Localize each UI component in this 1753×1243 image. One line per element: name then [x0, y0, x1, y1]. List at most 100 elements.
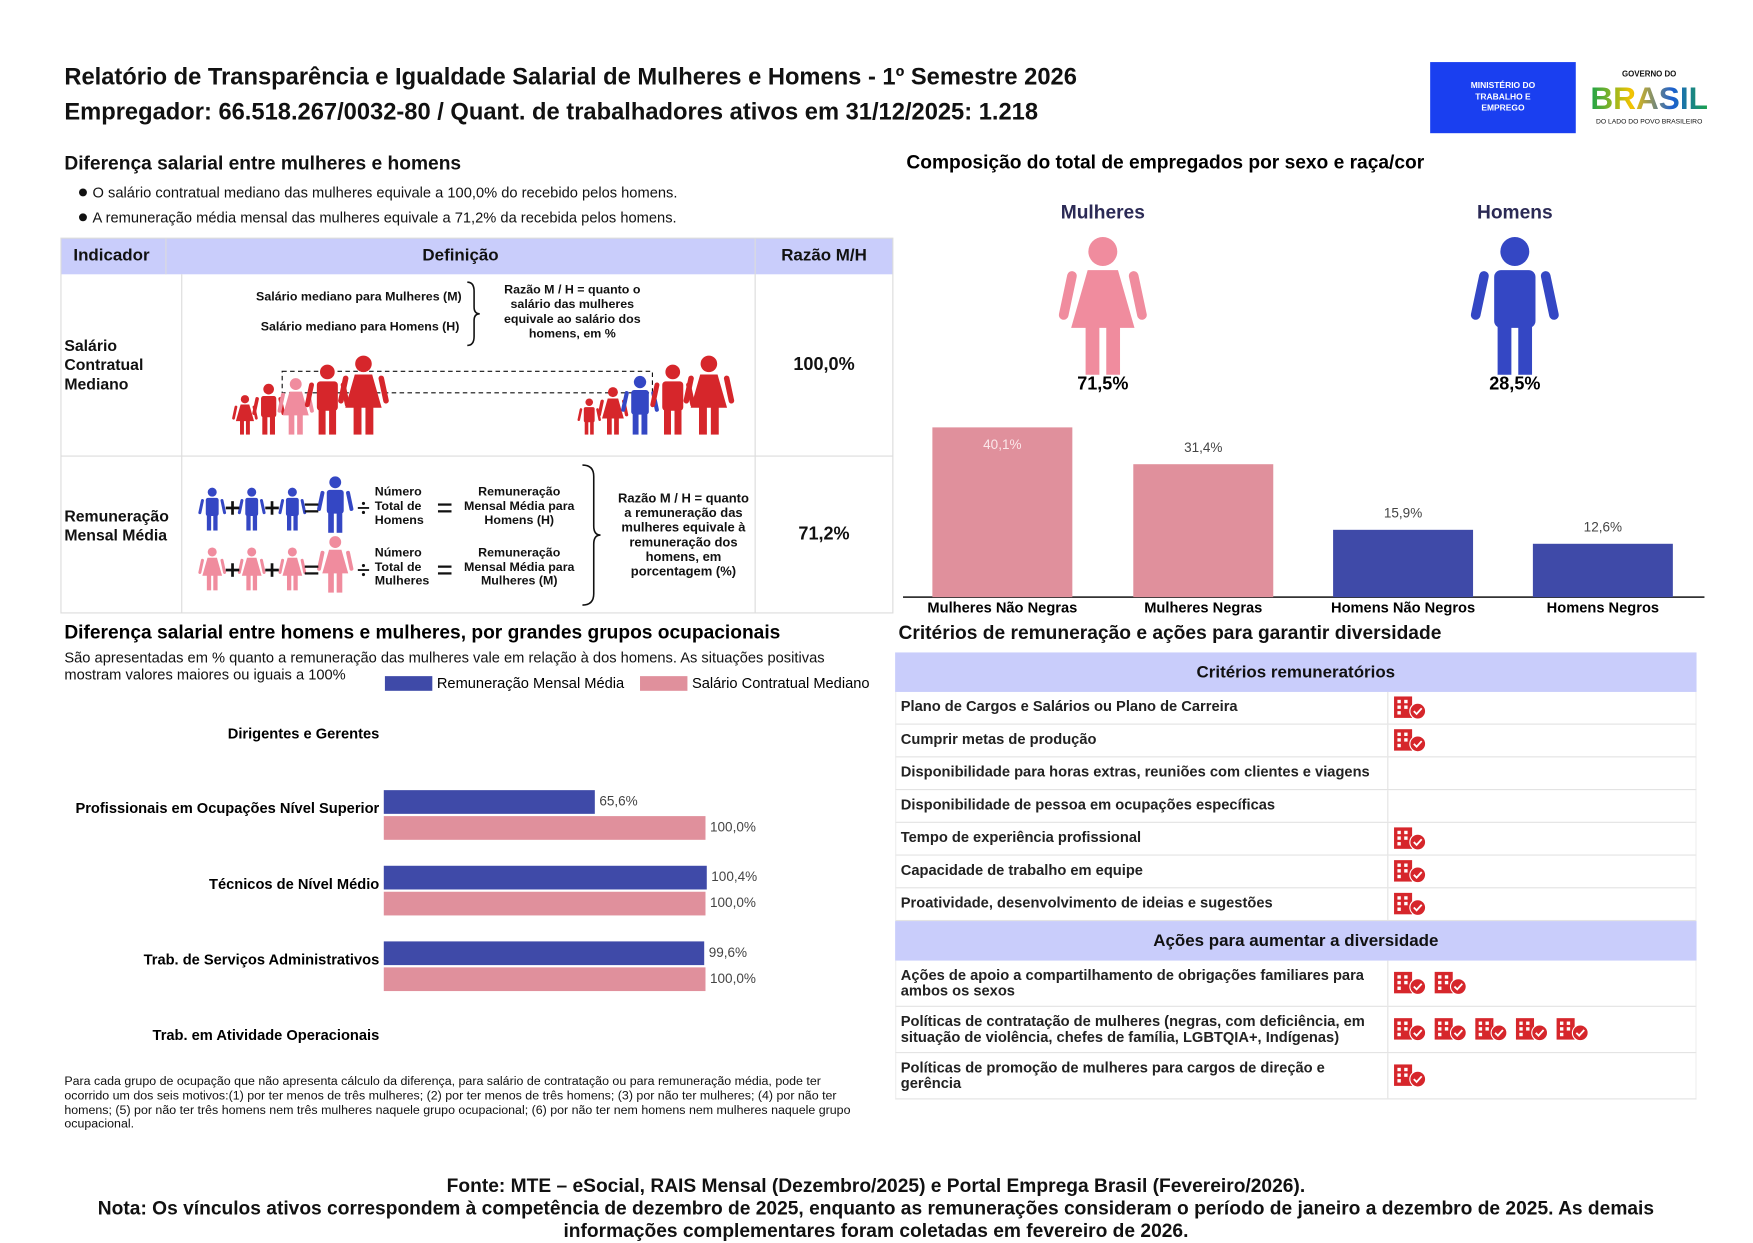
bar — [383, 891, 706, 916]
icon-check — [1413, 1029, 1423, 1037]
person-leg — [288, 414, 295, 435]
footer-source: Fonte: MTE – eSocial, RAIS Mensal (Dezem… — [446, 1175, 1306, 1197]
icon-building — [1394, 892, 1413, 915]
criteria-row: Cumprir metas de produção — [895, 724, 1697, 758]
criteria-row: Disponibilidade para horas extras, reuni… — [895, 757, 1697, 791]
person-leg — [353, 406, 362, 435]
person-leg — [1497, 326, 1512, 375]
definition-text: Número Total de Mulheres — [374, 546, 430, 589]
icon-check-bg — [1531, 1024, 1549, 1042]
icon-check — [1413, 983, 1423, 991]
icon-check — [1413, 740, 1423, 748]
person-leg — [246, 514, 251, 531]
person-arm — [237, 498, 244, 515]
criteria-icons — [1388, 757, 1695, 789]
icon-check-bg — [1490, 1024, 1508, 1042]
person-leg — [336, 572, 343, 593]
icon-window — [1397, 842, 1401, 846]
report-subtitle: Empregador: 66.518.267/0032-80 / Quant. … — [64, 99, 1039, 126]
person-arm — [259, 498, 266, 515]
op-divide — [361, 572, 366, 577]
report-title: Relatório de Transparência e Igualdade S… — [64, 64, 1077, 91]
person-arm — [577, 408, 583, 421]
person-arm — [220, 558, 227, 574]
icon-check — [1413, 707, 1423, 716]
gov-logo-name: BRASIL — [1590, 80, 1708, 116]
icon-window — [1397, 975, 1401, 979]
person-body — [282, 391, 309, 416]
icon-building — [1434, 1018, 1453, 1040]
icon-check — [1575, 1029, 1585, 1037]
icon-window — [1404, 901, 1408, 906]
op-divide — [361, 501, 366, 506]
definition-text: Número Total de Homens — [374, 485, 424, 528]
x-tick-label: Homens Não Negros — [1331, 600, 1475, 616]
bar-value-label: 100,0% — [710, 820, 756, 835]
person-head — [287, 547, 297, 557]
icon-window — [1519, 1032, 1523, 1037]
person-head — [319, 364, 335, 380]
person-head — [329, 476, 342, 489]
person-head — [207, 547, 217, 557]
criteria-label: Tempo de experiência profissional — [896, 822, 1389, 855]
icon-window — [1404, 732, 1408, 736]
gov-logo-top: GOVERNO DO — [1622, 70, 1676, 79]
criteria-label: Cumprir metas de produção — [896, 724, 1389, 757]
icon-window — [1397, 732, 1401, 736]
person-arm — [621, 391, 629, 412]
person-arm — [278, 558, 285, 574]
ratio-definition: Razão M / H = quanto o salário das mulhe… — [503, 283, 641, 341]
gender-value-label: 71,5% — [1077, 374, 1128, 394]
bar — [383, 967, 706, 992]
icon-check — [1453, 983, 1464, 991]
person-arm — [1058, 271, 1077, 320]
company-icon — [1394, 827, 1427, 851]
person-leg — [293, 514, 298, 531]
person-body — [316, 381, 338, 411]
x-tick-label: Homens Negros — [1547, 600, 1659, 616]
ratio-value: 71,2% — [798, 524, 850, 545]
person-icon — [1470, 237, 1559, 375]
icon-window — [1397, 901, 1401, 906]
person-arm — [304, 382, 315, 408]
icon-window — [1404, 869, 1408, 873]
person-head — [289, 378, 302, 390]
person-arm — [278, 498, 285, 515]
person-leg — [240, 420, 244, 435]
person-head — [263, 383, 274, 395]
person-body — [282, 557, 303, 576]
person-arm — [1128, 271, 1147, 320]
person-leg — [252, 514, 258, 531]
bullet-dot — [79, 213, 87, 222]
icon-window — [1404, 836, 1408, 840]
person-head — [633, 375, 647, 389]
person-arm — [683, 375, 694, 404]
y-tick-label: Trab. de Serviços Administrativos — [144, 952, 380, 968]
icon-window — [1397, 986, 1401, 990]
legend-swatch — [384, 676, 433, 691]
icon-window — [1519, 1021, 1523, 1025]
icon-window — [1559, 1021, 1564, 1025]
person-body — [261, 395, 277, 418]
icon-window — [1404, 863, 1408, 867]
bullet: A remuneração média mensal das mulheres … — [79, 209, 677, 226]
bar-value-label: 12,6% — [1584, 520, 1622, 535]
icon-building — [1394, 827, 1413, 849]
person-icon — [317, 536, 354, 593]
bar — [1333, 529, 1474, 598]
person-leg — [607, 417, 612, 435]
icon-window — [1438, 986, 1442, 990]
icon-window — [1404, 830, 1408, 835]
bar — [1133, 464, 1274, 598]
person-leg — [632, 413, 639, 435]
icon-window — [1404, 896, 1408, 900]
bullet-text: A remuneração média mensal das mulheres … — [92, 208, 677, 226]
icon-window — [1444, 975, 1449, 979]
icon-window — [1404, 975, 1408, 979]
person-leg — [1085, 326, 1100, 375]
criteria-icons — [1388, 823, 1695, 855]
person-body — [631, 389, 649, 415]
person-leg — [293, 574, 298, 591]
person-arm — [597, 399, 604, 417]
